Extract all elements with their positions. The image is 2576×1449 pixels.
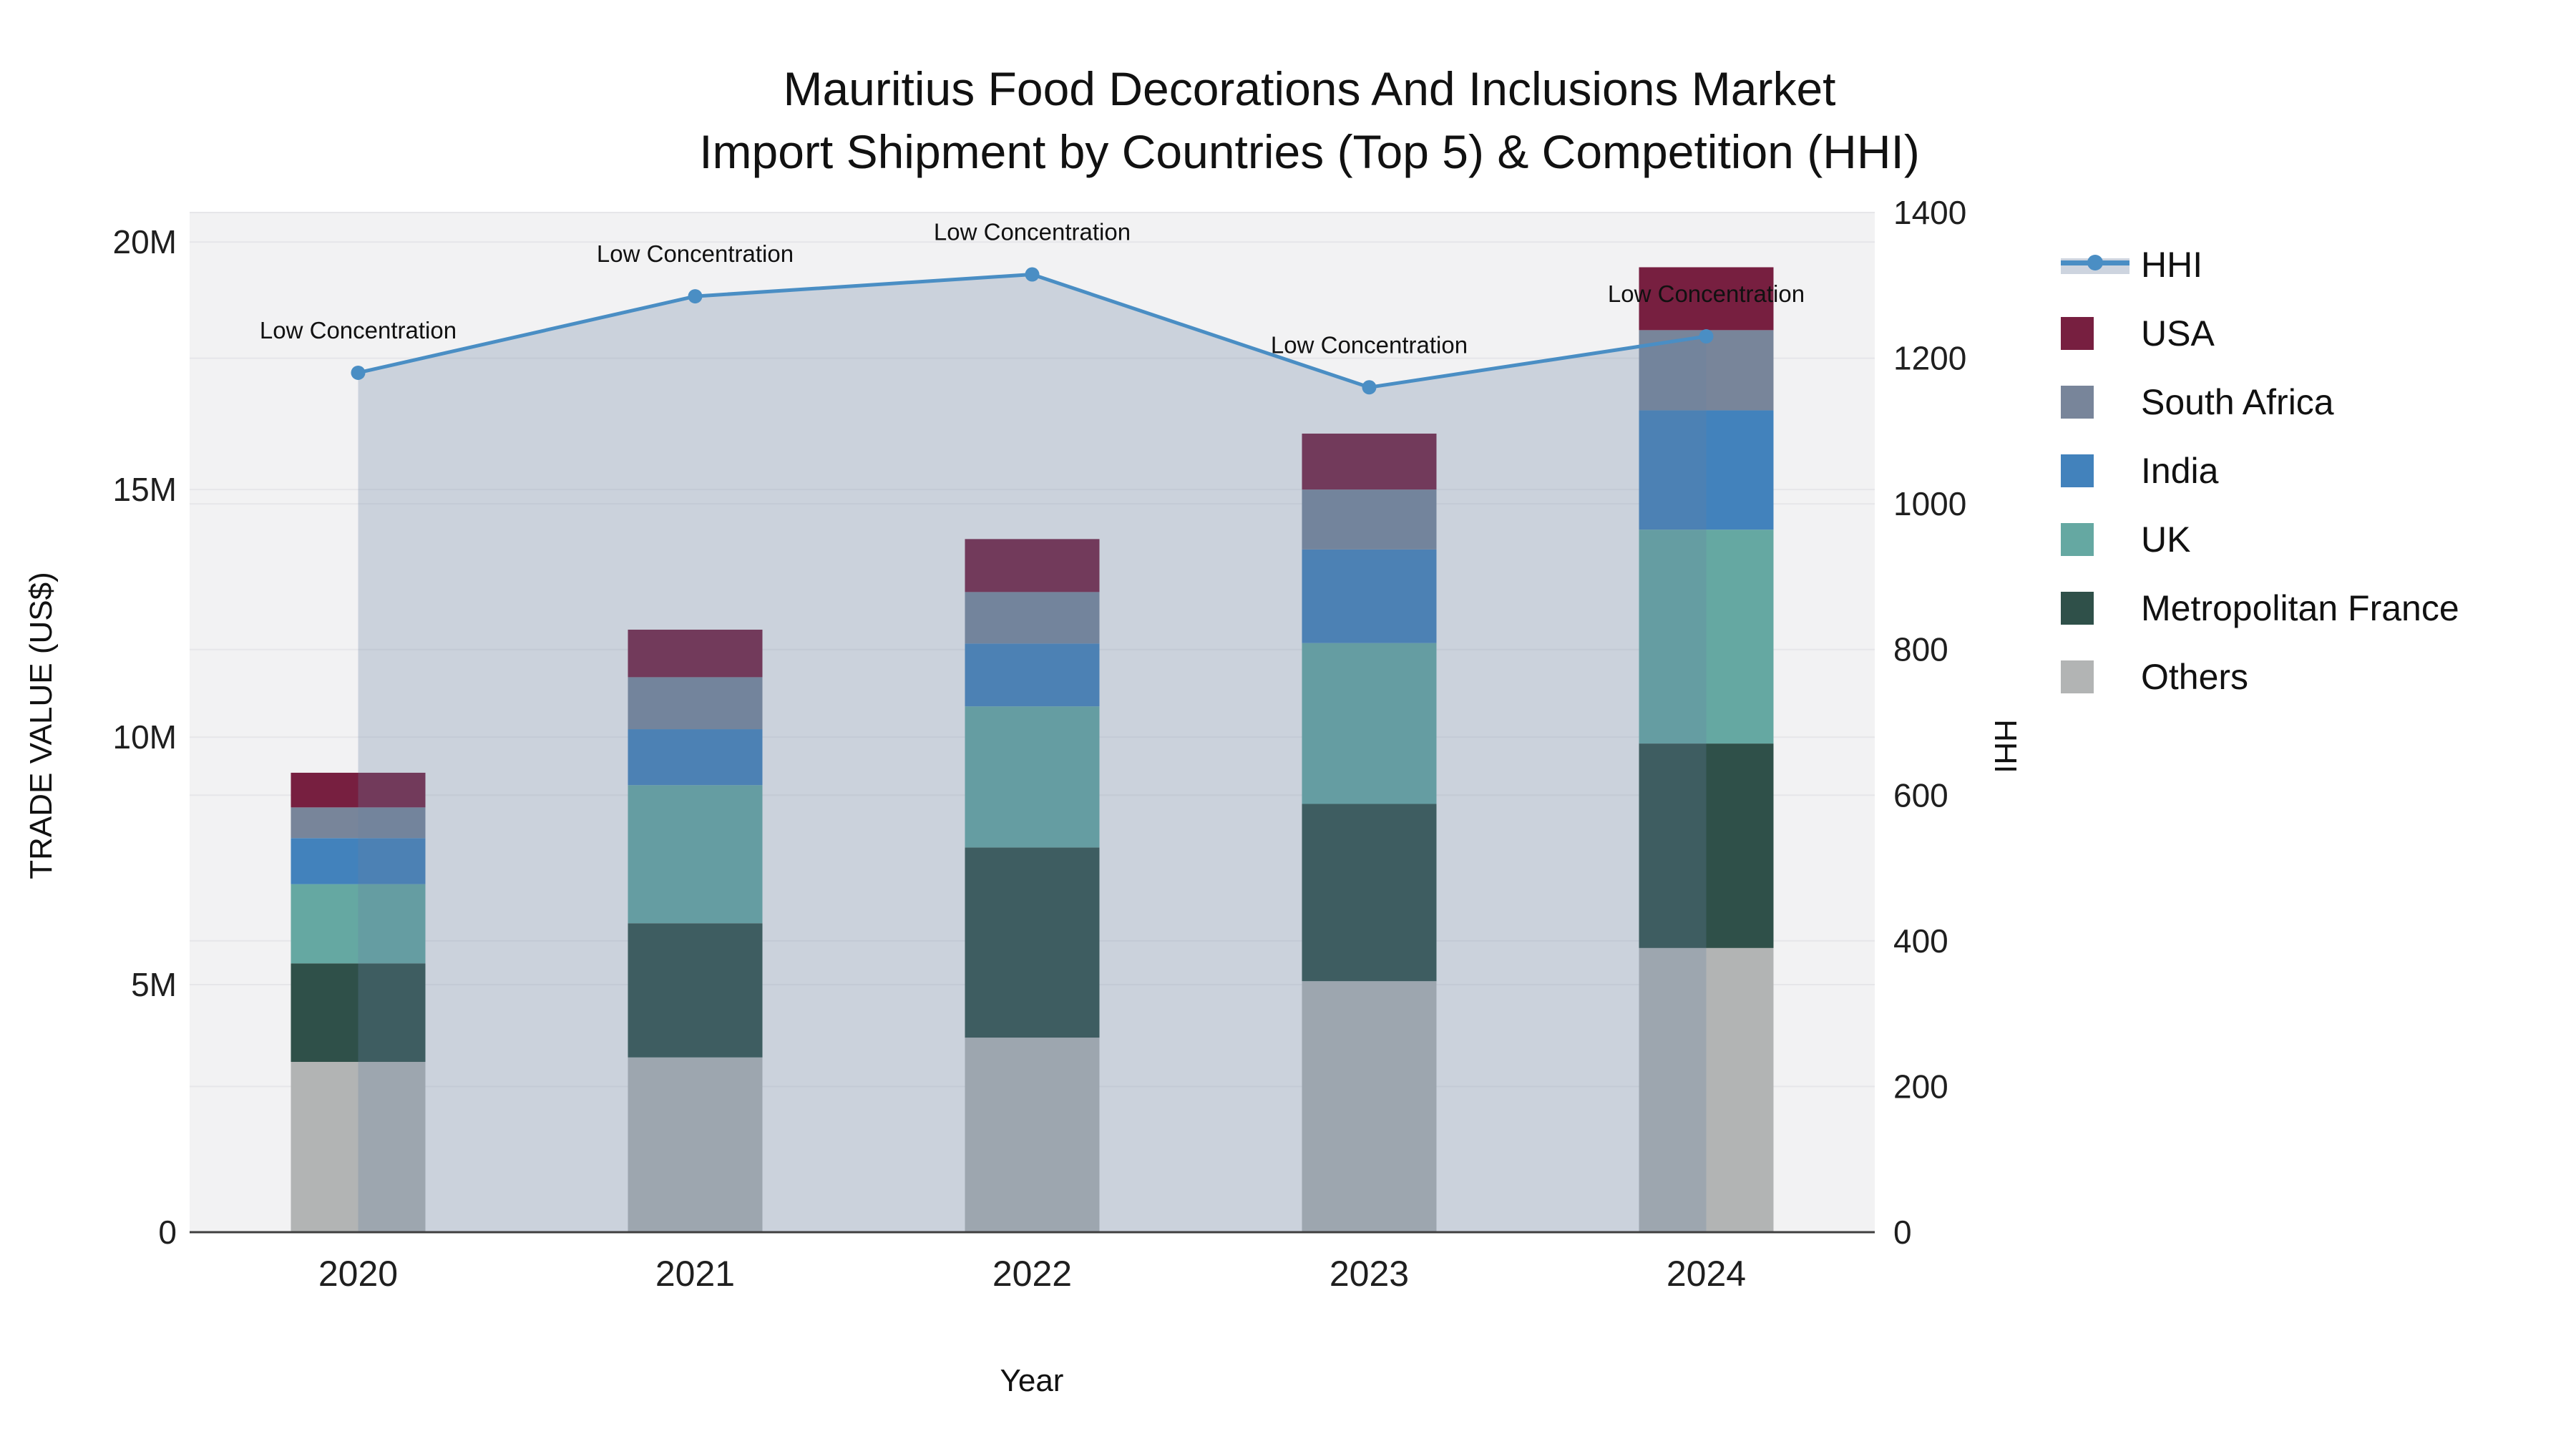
bar-segment-uk bbox=[628, 785, 763, 924]
annotation-low-concentration: Low Concentration bbox=[934, 219, 1131, 245]
y-axis-tick: 20M bbox=[113, 223, 177, 260]
legend-swatch-icon bbox=[2061, 523, 2132, 556]
hhi-area-fill bbox=[358, 274, 1707, 1232]
legend-item-others[interactable]: Others bbox=[2061, 643, 2459, 711]
y-axis-tick: 5M bbox=[131, 966, 177, 1003]
bar-segment-usa bbox=[965, 539, 1100, 592]
bar-segment-usa bbox=[628, 629, 763, 678]
annotation-low-concentration: Low Concentration bbox=[597, 240, 794, 267]
annotation-low-concentration: Low Concentration bbox=[1271, 331, 1468, 358]
bar-segment-uk bbox=[1302, 643, 1437, 804]
x-axis-tick: 2022 bbox=[992, 1254, 1072, 1294]
y-axis-tick: 10M bbox=[113, 718, 177, 756]
bar-segment-usa bbox=[1302, 433, 1437, 490]
hhi-marker bbox=[1362, 380, 1377, 395]
legend-swatch-icon bbox=[2061, 386, 2132, 419]
bar-segment-others bbox=[628, 1057, 763, 1232]
bar-segment-metropolitan-france bbox=[291, 963, 426, 1062]
bar-segment-india bbox=[1302, 549, 1437, 643]
bar-segment-others bbox=[1302, 981, 1437, 1232]
hhi-marker bbox=[351, 365, 366, 380]
y-axis-tick: 15M bbox=[113, 471, 177, 508]
legend-item-india[interactable]: India bbox=[2061, 436, 2459, 505]
hhi-marker bbox=[1699, 329, 1714, 344]
y2-axis-title: HHI bbox=[1988, 719, 2023, 774]
legend-item-hhi[interactable]: HHI bbox=[2061, 230, 2459, 299]
bar-segment-south-africa bbox=[965, 592, 1100, 644]
legend-label: South Africa bbox=[2141, 382, 2334, 422]
y2-axis-tick: 200 bbox=[1893, 1068, 1948, 1105]
y2-axis-tick: 1000 bbox=[1893, 485, 1966, 522]
bar-segment-south-africa bbox=[628, 677, 763, 730]
legend-swatch-icon bbox=[2061, 317, 2132, 350]
y-axis-tick: 0 bbox=[158, 1214, 177, 1251]
hhi-marker bbox=[688, 289, 703, 304]
bar-segment-others bbox=[1639, 947, 1774, 1232]
y2-axis-tick: 600 bbox=[1893, 776, 1948, 814]
legend-item-uk[interactable]: UK bbox=[2061, 505, 2459, 574]
annotation-low-concentration: Low Concentration bbox=[260, 317, 457, 343]
bar-segment-uk bbox=[965, 706, 1100, 848]
y2-axis-tick: 0 bbox=[1893, 1214, 1912, 1251]
legend-item-usa[interactable]: USA bbox=[2061, 299, 2459, 368]
legend-label: Metropolitan France bbox=[2141, 588, 2459, 628]
bar-segment-metropolitan-france bbox=[1302, 804, 1437, 982]
bar-segment-metropolitan-france bbox=[628, 923, 763, 1058]
chart-title-line1: Mauritius Food Decorations And Inclusion… bbox=[783, 62, 1836, 115]
hhi-line-icon bbox=[2061, 248, 2132, 281]
x-axis-title: Year bbox=[1000, 1363, 1064, 1398]
bar-segment-usa bbox=[291, 772, 426, 808]
legend-swatch-icon bbox=[2061, 592, 2132, 625]
chart-title: Mauritius Food Decorations And Inclusion… bbox=[699, 57, 1920, 183]
bar-segment-uk bbox=[291, 884, 426, 964]
legend: HHI USA South Africa India UK Metropolitan Fr… bbox=[2061, 230, 2459, 711]
annotation-low-concentration: Low Concentration bbox=[1608, 280, 1805, 307]
bar-segment-south-africa bbox=[1302, 489, 1437, 550]
x-axis-tick: 2024 bbox=[1667, 1254, 1746, 1294]
y-axis-title: TRADE VALUE (US$) bbox=[24, 572, 59, 879]
legend-swatch-icon bbox=[2061, 454, 2132, 487]
hhi-marker bbox=[1025, 267, 1040, 282]
bar-segment-india bbox=[291, 838, 426, 884]
bar-segment-metropolitan-france bbox=[965, 847, 1100, 1038]
bar-segment-uk bbox=[1639, 530, 1774, 744]
x-axis-tick: 2021 bbox=[655, 1254, 735, 1294]
y2-axis-tick: 1400 bbox=[1893, 194, 1966, 231]
bar-segment-india bbox=[628, 729, 763, 786]
legend-label: India bbox=[2141, 451, 2219, 491]
legend-label: USA bbox=[2141, 313, 2215, 353]
chart-title-line2: Import Shipment by Countries (Top 5) & C… bbox=[699, 125, 1920, 178]
bar-segment-metropolitan-france bbox=[1639, 743, 1774, 948]
bar-segment-south-africa bbox=[291, 807, 426, 839]
legend-label: UK bbox=[2141, 519, 2191, 560]
bar-segment-india bbox=[965, 643, 1100, 707]
legend-label: Others bbox=[2141, 657, 2249, 697]
legend-item-metropolitan-france[interactable]: Metropolitan France bbox=[2061, 574, 2459, 643]
legend-label: HHI bbox=[2141, 245, 2203, 285]
bar-segment-others bbox=[965, 1038, 1100, 1232]
legend-swatch-icon bbox=[2061, 660, 2132, 693]
y2-axis-tick: 1200 bbox=[1893, 340, 1966, 377]
y2-axis-tick: 400 bbox=[1893, 922, 1948, 960]
legend-item-south-africa[interactable]: South Africa bbox=[2061, 368, 2459, 436]
y2-axis-tick: 800 bbox=[1893, 631, 1948, 668]
bar-segment-india bbox=[1639, 410, 1774, 530]
x-axis-tick: 2020 bbox=[318, 1254, 398, 1294]
x-axis-tick: 2023 bbox=[1330, 1254, 1409, 1294]
bar-segment-others bbox=[291, 1061, 426, 1232]
bar-segment-usa bbox=[1639, 267, 1774, 331]
